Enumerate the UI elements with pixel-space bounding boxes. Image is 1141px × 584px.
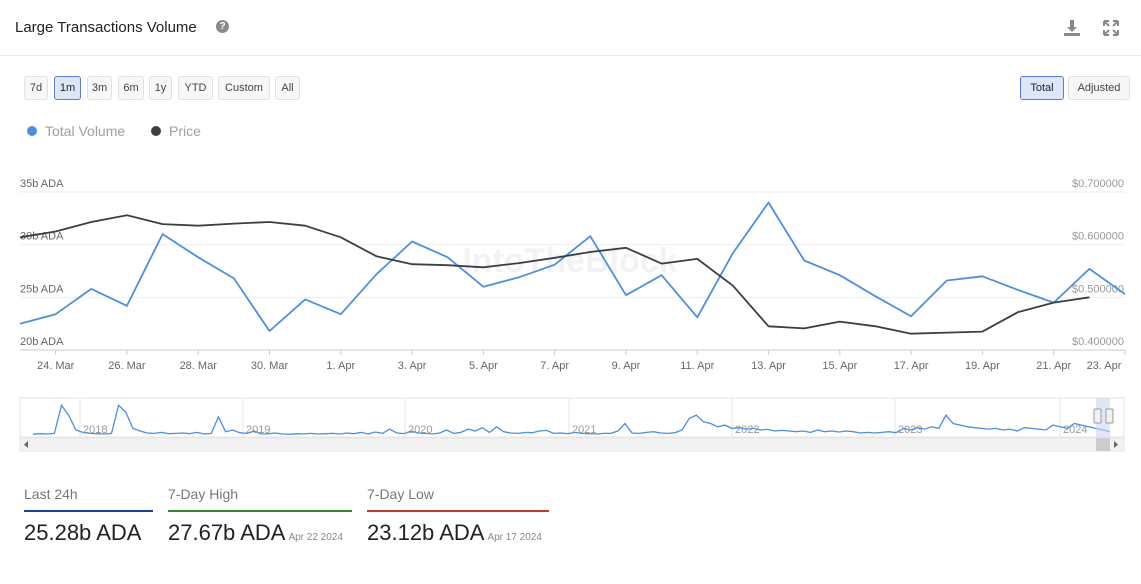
help-icon[interactable]: ? <box>216 20 229 33</box>
x-tick-label: 23. Apr <box>1087 360 1122 372</box>
range-button-ytd[interactable]: YTD <box>178 76 213 100</box>
legend-total-volume[interactable]: Total Volume <box>27 123 125 139</box>
stat-value: 23.12b ADA Apr 17 2024 <box>367 520 542 545</box>
y-right-tick-label: $0.700000 <box>1072 178 1124 190</box>
y-right-tick-label: $0.400000 <box>1072 336 1124 348</box>
stat-7day-low: 7-Day Low 23.12b ADA Apr 17 2024 <box>367 486 549 546</box>
y-left-tick-label: 25b ADA <box>20 283 64 295</box>
stat-rule <box>24 510 153 512</box>
x-tick-label: 21. Apr <box>1036 360 1071 372</box>
legend-price[interactable]: Price <box>151 123 201 139</box>
range-button-6m[interactable]: 6m <box>118 76 144 100</box>
range-button-1y[interactable]: 1y <box>149 76 172 100</box>
navigator-year-label: 2019 <box>246 424 270 436</box>
x-tick-label: 1. Apr <box>326 360 355 372</box>
y-right-tick-label: $0.500000 <box>1072 283 1124 295</box>
total-volume-line <box>19 201 1126 332</box>
stat-rule <box>168 510 352 512</box>
range-button-custom[interactable]: Custom <box>218 76 270 100</box>
x-tick-label: 11. Apr <box>680 360 714 372</box>
navigator-frame <box>19 397 1125 438</box>
chart-title: Large Transactions Volume <box>15 19 197 36</box>
x-tick-label: 3. Apr <box>398 360 427 372</box>
legend-dot-icon <box>151 126 161 136</box>
navigator-handle <box>1105 408 1114 424</box>
mode-button-total[interactable]: Total <box>1020 76 1064 100</box>
x-tick-label: 5. Apr <box>469 360 498 372</box>
range-button-7d[interactable]: 7d <box>24 76 48 100</box>
navigator-selection <box>1096 398 1110 437</box>
stat-date: Apr 22 2024 <box>288 532 343 543</box>
stat-value: 25.28b ADA <box>24 520 142 545</box>
scroll-left-icon <box>24 441 28 448</box>
navigator-year-label: 2022 <box>735 424 759 436</box>
x-tick-label: 19. Apr <box>965 360 1000 372</box>
download-icon[interactable] <box>1062 18 1082 38</box>
x-tick-label: 17. Apr <box>894 360 929 372</box>
y-left-tick-label: 20b ADA <box>20 336 64 348</box>
stat-last-24h: Last 24h 25.28b ADA <box>24 486 153 546</box>
x-tick-label: 30. Mar <box>251 360 289 372</box>
stat-rule <box>367 510 549 512</box>
stat-7day-high: 7-Day High 27.67b ADA Apr 22 2024 <box>168 486 352 546</box>
navigator[interactable]: 2018 2019 2020 2021 2022 2023 2024 <box>0 394 1141 454</box>
legend-label: Price <box>169 123 201 139</box>
watermark: IntoTheBlock <box>462 242 677 280</box>
y-left-tick-label: 35b ADA <box>20 178 64 190</box>
main-chart: IntoTheBlock 20b ADA $0.400000 25b ADA $0.5… <box>19 178 1126 372</box>
y-right-tick-label: $0.600000 <box>1072 231 1124 243</box>
legend-label: Total Volume <box>45 123 126 139</box>
navigator-scroll-thumb <box>1096 438 1110 451</box>
navigator-handle <box>1093 408 1102 424</box>
stat-date: Apr 17 2024 <box>487 532 542 543</box>
x-tick-label: 28. Mar <box>180 360 218 372</box>
price-line <box>19 214 1090 335</box>
navigator-scrollbar <box>19 437 1125 452</box>
chart-header: Large Transactions Volume ? <box>0 0 1141 56</box>
x-tick-label: 7. Apr <box>540 360 569 372</box>
x-tick-label: 13. Apr <box>751 360 786 372</box>
x-tick-label: 15. Apr <box>822 360 857 372</box>
y-left-tick-label: 30b ADA <box>20 231 64 243</box>
stat-label: 7-Day High <box>168 486 239 502</box>
stat-label: Last 24h <box>24 486 78 502</box>
range-button-3m[interactable]: 3m <box>87 76 112 100</box>
legend-dot-icon <box>27 126 37 136</box>
mode-button-adjusted[interactable]: Adjusted <box>1068 76 1130 100</box>
stat-label: 7-Day Low <box>367 486 434 502</box>
x-tick-label: 9. Apr <box>612 360 641 372</box>
expand-icon[interactable] <box>1101 18 1121 38</box>
x-tick-label: 26. Mar <box>108 360 146 372</box>
range-button-all[interactable]: All <box>275 76 300 100</box>
stat-value: 27.67b ADA Apr 22 2024 <box>168 520 343 545</box>
scroll-right-icon <box>1114 441 1118 448</box>
range-button-1m[interactable]: 1m <box>54 76 81 100</box>
x-tick-label: 24. Mar <box>37 360 75 372</box>
navigator-series-line <box>32 403 1111 435</box>
